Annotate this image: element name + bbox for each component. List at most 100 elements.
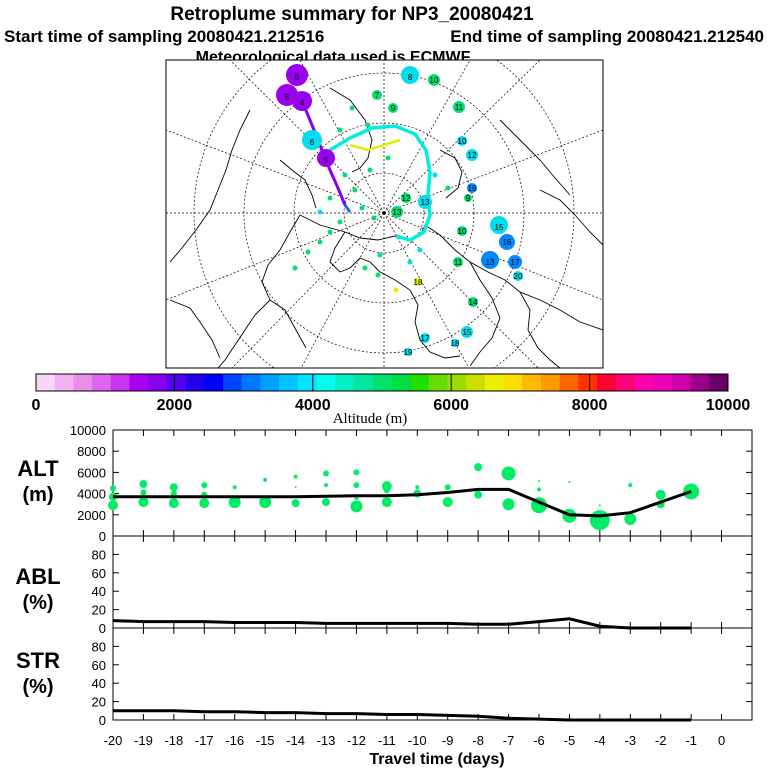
map-bubble-label: 13: [421, 198, 430, 207]
map-bubble: [499, 234, 515, 250]
colorbar-cell: [615, 374, 635, 391]
alt-point: [538, 479, 540, 482]
colorbar-cell: [671, 374, 692, 391]
alt-point: [263, 477, 268, 482]
alt-point: [381, 481, 392, 492]
colorbar-cell: [484, 374, 505, 391]
alt-point: [568, 480, 571, 483]
x-tick-label: -10: [408, 733, 427, 748]
map-bubble-label: 19: [404, 348, 413, 357]
colorbar-cell: [410, 374, 430, 391]
x-tick-label: -7: [503, 733, 515, 748]
map-bubble-label: 18: [414, 278, 423, 287]
alt-series: 0 2000 4000 6000 8000 10000: [70, 423, 752, 544]
colorbar-cell: [148, 374, 168, 391]
colorbar-cell: [166, 374, 187, 391]
alt-point: [537, 487, 541, 492]
map-bubble-label: 13: [486, 258, 495, 267]
x-tick-label: -3: [625, 733, 637, 748]
map-bubble: [372, 90, 382, 100]
str-panel-label: STR: [16, 648, 60, 673]
map-marker: [407, 259, 413, 265]
colorbar-cell: [559, 374, 579, 391]
map-marker: [375, 272, 381, 278]
alt-point: [322, 498, 330, 507]
map-bubble-label: 12: [468, 151, 477, 160]
map-marker: [393, 287, 399, 293]
map-bubble: [286, 64, 308, 86]
alt-point: [201, 482, 208, 489]
map-bubble-label: 14: [469, 298, 478, 307]
map-bubble: [453, 257, 463, 267]
alt-point: [228, 496, 241, 509]
map-bubble-label: 17: [421, 334, 430, 343]
abl-line: [112, 617, 692, 630]
map-marker: [445, 185, 451, 191]
x-axis: -20 -19 -18 -17 -16 -15 -14 -13 -12 -11 -10 -9 -8 -7-…: [104, 733, 726, 748]
y-tick-label: 0: [99, 621, 106, 636]
map-marker: [359, 205, 365, 211]
map-bubble: [461, 326, 473, 338]
map-marker: [337, 127, 343, 133]
alt-point: [169, 483, 178, 492]
colorbar-cell: [353, 374, 374, 391]
colorbar-tick-label: 6000: [433, 397, 469, 414]
map-marker: [371, 215, 377, 221]
map-bubble-label: 16: [503, 238, 512, 247]
colorbar-cell: [335, 374, 355, 391]
abl-panel-unit: (%): [22, 592, 53, 614]
figure-title: Retroplume summary for NP3_20080421: [170, 4, 534, 25]
map-bubble-label: 11: [454, 258, 463, 267]
map-bubble: [401, 193, 411, 203]
alt-point: [291, 499, 300, 508]
x-tick-label: -1: [685, 733, 697, 748]
x-tick-label: -13: [317, 733, 336, 748]
y-tick-label: 2000: [77, 508, 106, 523]
map-marker: [317, 209, 323, 215]
colorbar-tick-label: 2000: [157, 397, 193, 414]
map-marker: [365, 122, 371, 128]
x-axis-label: Travel time (days): [369, 751, 504, 768]
map-bubble-label: 20: [514, 272, 523, 281]
map-marker: [352, 187, 358, 193]
map-marker: [362, 265, 368, 271]
y-tick-label: 60: [92, 566, 106, 581]
trajectory-segment-lower: [343, 204, 352, 213]
colorbar-cell: [279, 374, 299, 391]
alt-point: [139, 480, 148, 489]
alt-point: [444, 484, 451, 491]
x-tick-label: -20: [104, 733, 123, 748]
y-tick-label: 10000: [70, 423, 106, 438]
timeseries-panels: ALT (m) ABL (%) STR (%) 0200040006000800…: [15, 423, 753, 768]
y-tick-label: 8000: [77, 444, 106, 459]
y-tick-label: 40: [92, 676, 106, 691]
x-tick-label: -9: [442, 733, 454, 748]
x-tick-label: -4: [594, 733, 606, 748]
x-tick-label: -19: [134, 733, 153, 748]
map-bubble: [453, 101, 465, 113]
map-marker: [349, 105, 355, 111]
alt-point: [628, 483, 633, 488]
alt-point: [624, 513, 637, 526]
alt-point: [293, 474, 298, 479]
map-marker: [327, 229, 333, 235]
alt-panel-label: ALT: [17, 456, 59, 481]
colorbar-cell: [690, 374, 710, 391]
x-tick-label: -8: [472, 733, 484, 748]
map-bubble-label: 17: [511, 258, 520, 267]
alt-panel-frame: [112, 429, 753, 537]
colorbar-cell: [653, 374, 673, 391]
map-bubble-label: 8: [408, 73, 413, 82]
alt-point: [501, 466, 516, 481]
colorbar-cell: [709, 374, 729, 391]
map-bubble: [464, 194, 472, 202]
trajectory-loop: [329, 124, 432, 242]
map-bubble-label: 12: [402, 194, 411, 203]
colorbar-cell: [129, 374, 149, 391]
colorbar-cell: [204, 374, 224, 391]
colorbar-cell: [428, 374, 448, 391]
colorbar-cell: [372, 374, 392, 391]
y-tick-label: 40: [92, 584, 106, 599]
alt-point: [138, 497, 149, 508]
